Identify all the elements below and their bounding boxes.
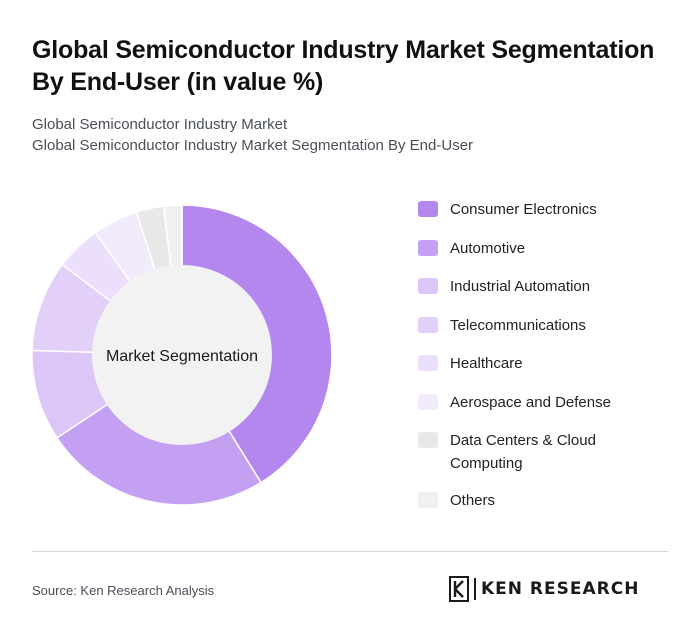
- legend-item: Others: [418, 489, 678, 528]
- footer-divider: [32, 551, 668, 552]
- legend-item: Automotive: [418, 237, 678, 276]
- legend-swatch: [418, 355, 438, 371]
- legend-item: Data Centers & Cloud Computing: [418, 429, 678, 489]
- brand-logo: KEN RESEARCH: [449, 576, 639, 602]
- donut-chart: Market Segmentation: [31, 204, 333, 506]
- chart-title: Global Semiconductor Industry Market Seg…: [32, 36, 655, 96]
- legend-label: Others: [450, 492, 496, 509]
- legend-item: Consumer Electronics: [418, 198, 678, 237]
- legend-item: Industrial Automation: [418, 275, 678, 314]
- logo-text: KEN RESEARCH: [481, 579, 640, 599]
- chart-subtitle: Global Semiconductor Industry Market Glo…: [32, 114, 672, 156]
- legend-label: Industrial Automation: [450, 278, 591, 295]
- legend-swatch: [418, 316, 438, 333]
- legend-label: Consumer Electronics: [450, 201, 597, 218]
- legend-swatch: [418, 278, 438, 294]
- subtitle-line-2: Global Semiconductor Industry Market Seg…: [32, 137, 474, 154]
- legend-label: Data Centers & Cloud Computing: [450, 432, 596, 472]
- subtitle-line-1: Global Semiconductor Industry Market: [32, 116, 288, 133]
- legend-label: Aerospace and Defense: [450, 393, 611, 411]
- legend-label: Telecommunications: [450, 316, 586, 334]
- donut-hole: [92, 265, 272, 445]
- source-note: Source: Ken Research Analysis: [32, 583, 215, 598]
- legend-swatch: [418, 492, 438, 508]
- donut-center-label: Market Segmentation: [106, 348, 258, 365]
- legend-swatch: [418, 239, 438, 256]
- legend-swatch: [418, 432, 438, 448]
- logo-separator: [474, 578, 476, 600]
- legend-label: Healthcare: [450, 355, 523, 372]
- legend-item: Telecommunications: [418, 314, 678, 353]
- legend-item: Aerospace and Defense: [418, 391, 678, 430]
- legend-swatch: [418, 201, 438, 217]
- chart-legend: Consumer Electronics Automotive Industri…: [418, 198, 678, 528]
- legend-item: Healthcare: [418, 352, 678, 391]
- legend-swatch: [418, 393, 438, 410]
- ken-logo-icon: [449, 576, 469, 602]
- legend-label: Automotive: [450, 239, 526, 257]
